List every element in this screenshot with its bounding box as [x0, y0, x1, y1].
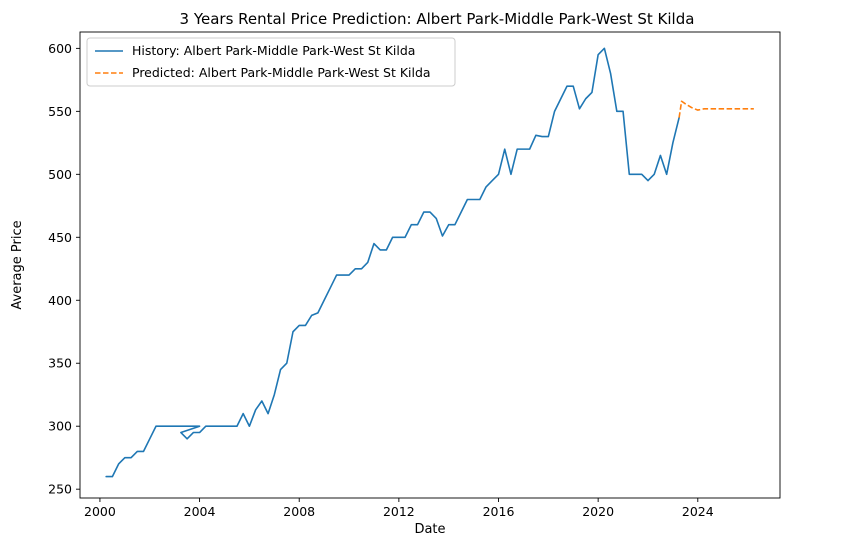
y-axis-ticks: 250 300 350 400 450 500 550 600 [48, 41, 80, 497]
x-tick-label: 2024 [682, 504, 714, 519]
series-layer [105, 47, 754, 478]
y-tick-label: 450 [48, 230, 72, 245]
plot-area [80, 32, 780, 498]
y-tick-label: 600 [48, 41, 72, 56]
y-tick-label: 300 [48, 419, 72, 434]
y-tick-label: 350 [48, 356, 72, 371]
x-tick-label: 2000 [84, 504, 116, 519]
x-tick-label: 2012 [383, 504, 415, 519]
legend: History: Albert Park-Middle Park-West St… [86, 37, 456, 87]
legend-label-predicted: Predicted: Albert Park-Middle Park-West … [132, 65, 431, 80]
x-tick-label: 2016 [483, 504, 515, 519]
x-tick-label: 2004 [184, 504, 216, 519]
legend-label-history: History: Albert Park-Middle Park-West St… [132, 43, 415, 58]
y-tick-label: 250 [48, 482, 72, 497]
plot-frame [79, 31, 781, 499]
y-tick-label: 400 [48, 293, 72, 308]
x-tick-label: 2008 [283, 504, 315, 519]
y-tick-label: 550 [48, 104, 72, 119]
y-axis-label: Average Price [10, 220, 25, 309]
x-axis-ticks: 2000 2004 2008 2012 2016 2020 2024 [84, 498, 714, 519]
legend-box [86, 37, 456, 87]
x-axis-label: Date [414, 522, 445, 537]
chart-title: 3 Years Rental Price Prediction: Albert … [180, 10, 695, 28]
history-series-line [105, 47, 680, 478]
y-tick-label: 500 [48, 167, 72, 182]
predicted-series-line [678, 100, 754, 118]
x-tick-label: 2020 [582, 504, 614, 519]
